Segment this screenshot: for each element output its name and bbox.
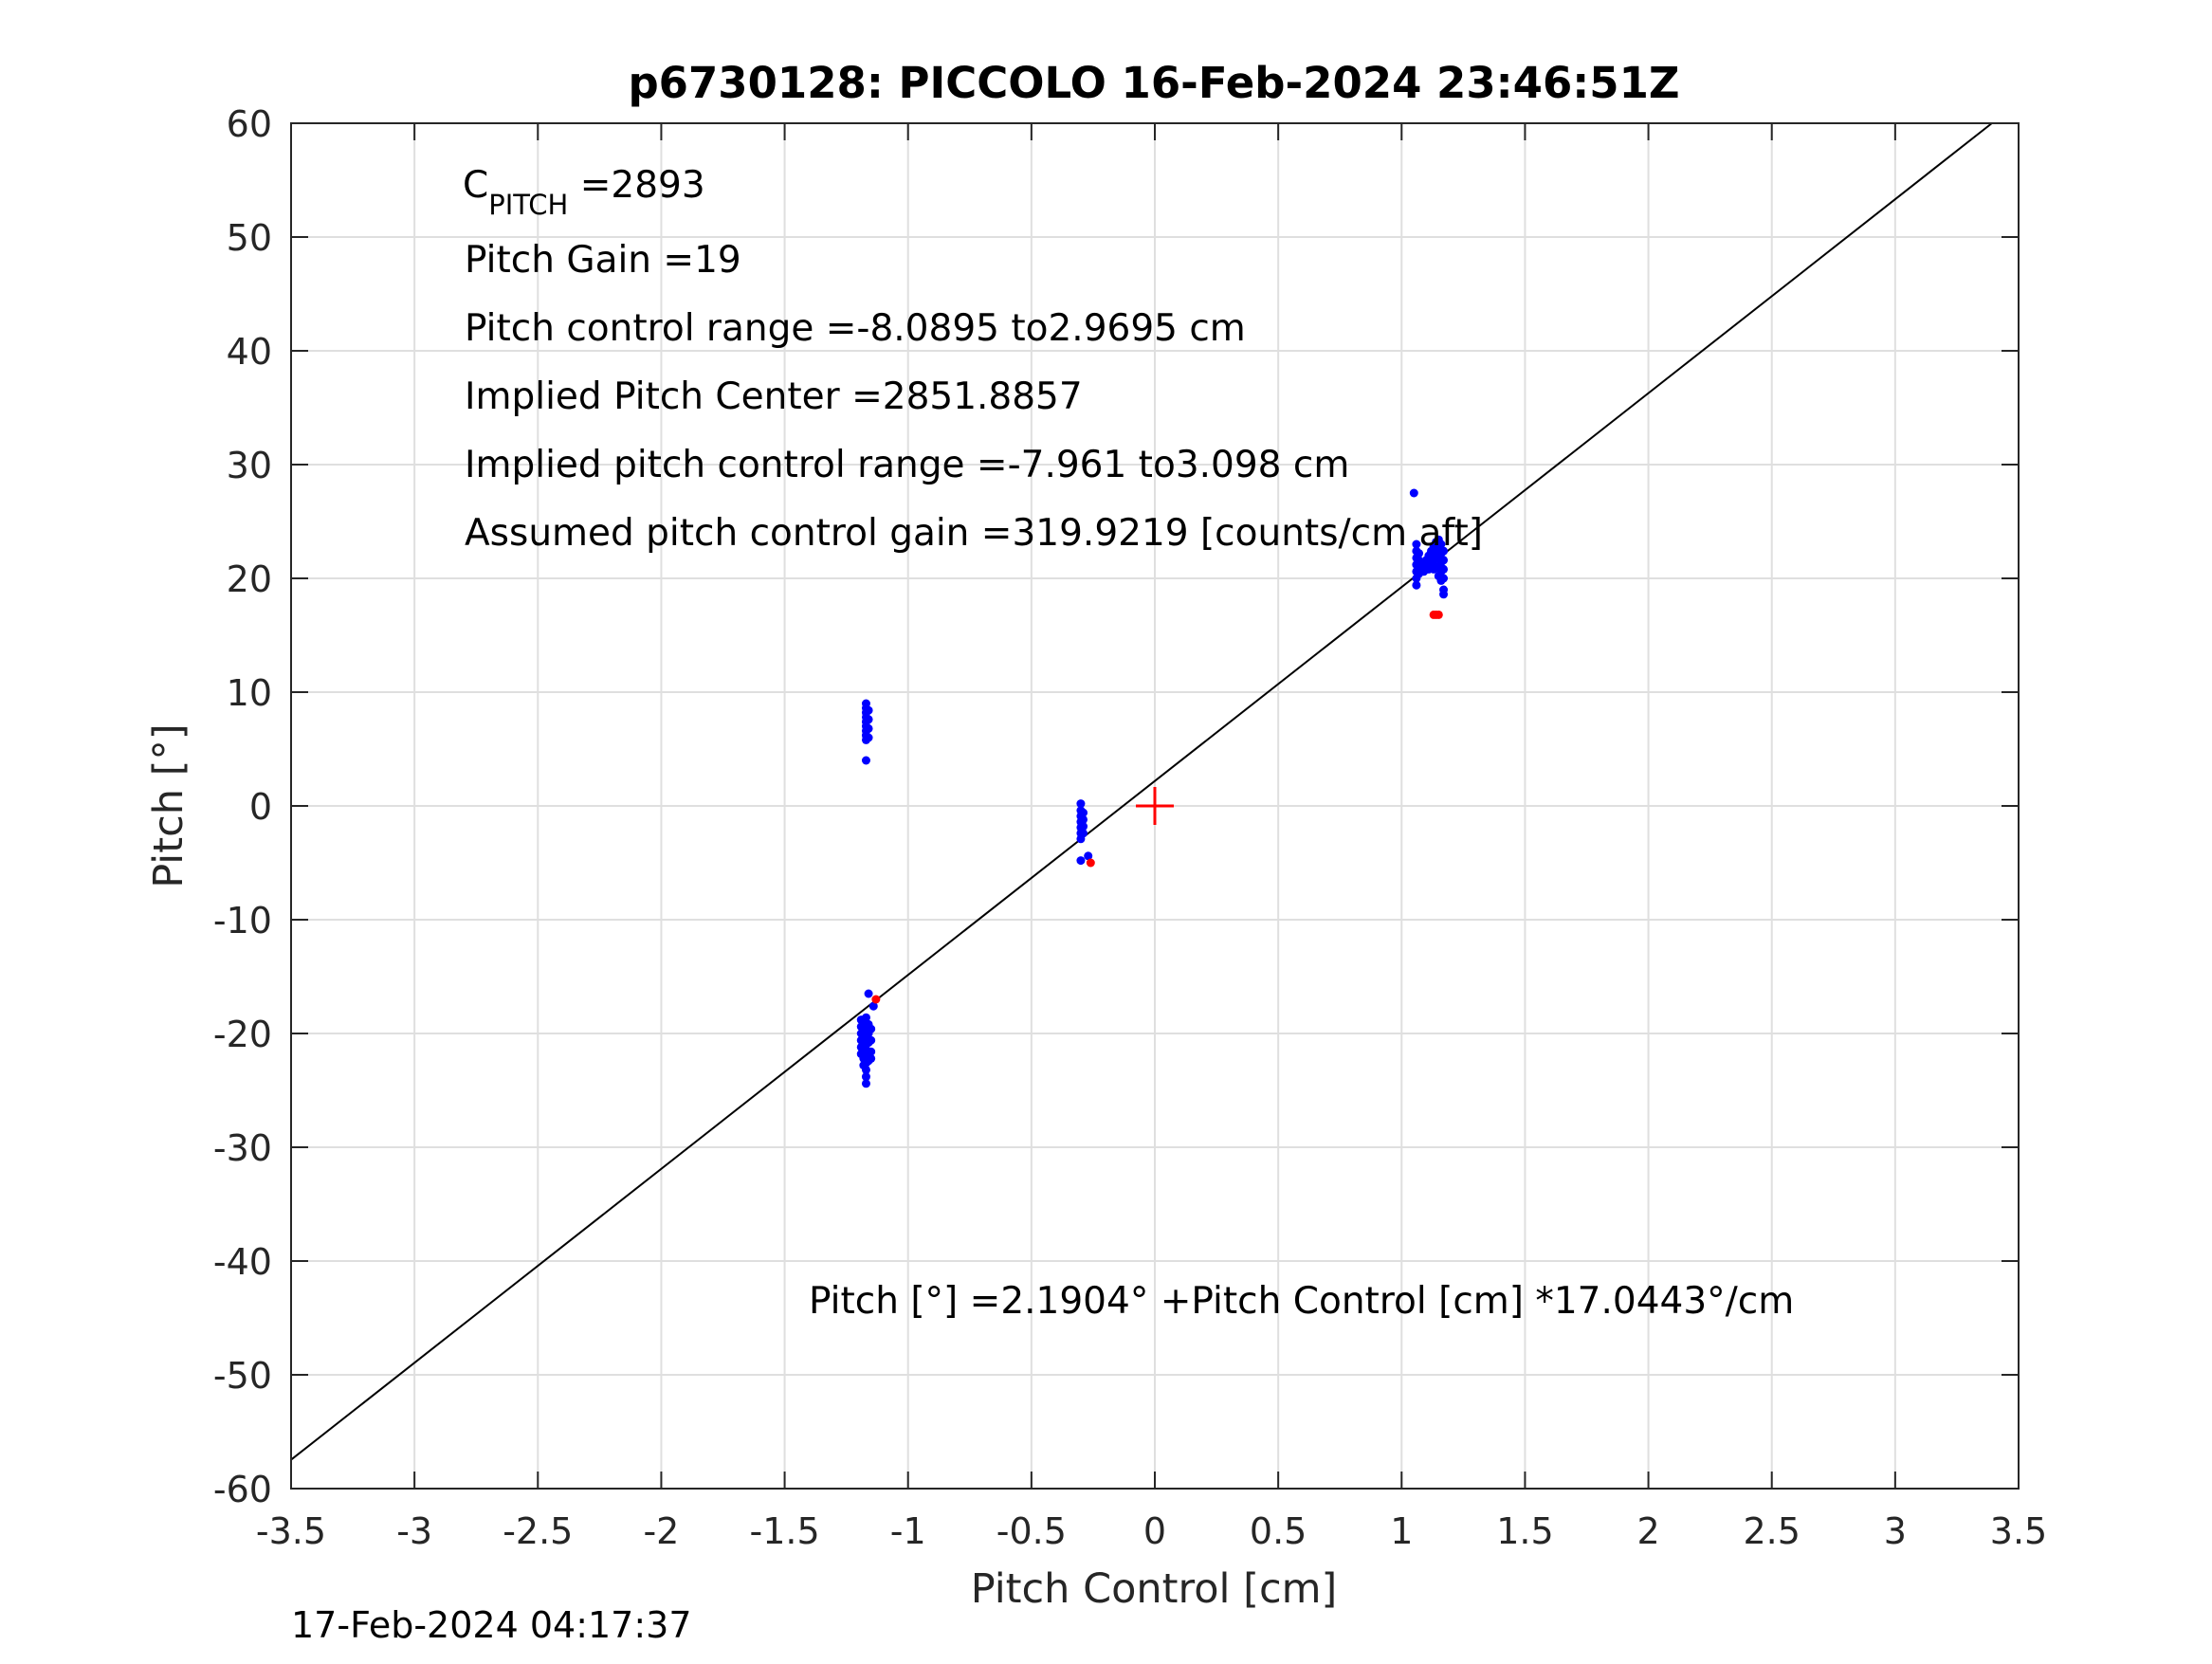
- blue-data-point: [1415, 549, 1424, 558]
- blue-data-point: [867, 1035, 876, 1045]
- chart-title: p6730128: PICCOLO 16-Feb-2024 23:46:51Z: [628, 58, 1679, 108]
- x-tick-label: 1.5: [1496, 1510, 1553, 1552]
- blue-data-point: [867, 1053, 876, 1063]
- blue-data-point: [864, 733, 873, 742]
- y-tick-label: -40: [213, 1241, 272, 1283]
- blue-data-point: [861, 1079, 870, 1088]
- blue-data-point: [1076, 856, 1086, 866]
- blue-data-point: [864, 989, 873, 998]
- x-tick-label: 0: [1143, 1510, 1166, 1552]
- blue-data-point: [861, 1065, 870, 1074]
- y-tick-label: 60: [227, 103, 272, 145]
- blue-data-point: [1079, 814, 1088, 824]
- implied-pitch-control-range-annotation: Implied pitch control range =-7.961 to3.…: [465, 444, 1349, 486]
- y-tick-label: 0: [249, 786, 272, 828]
- x-tick-label: -0.5: [996, 1510, 1067, 1552]
- blue-data-point: [864, 715, 873, 724]
- fit-equation-annotation: Pitch [°] =2.1904° +Pitch Control [cm] *…: [809, 1280, 1794, 1323]
- x-tick-label: 3: [1884, 1510, 1907, 1552]
- blue-data-point: [861, 756, 870, 765]
- x-tick-label: -1: [890, 1510, 926, 1552]
- x-axis-label: Pitch Control [cm]: [971, 1565, 1338, 1613]
- blue-data-point: [1439, 585, 1449, 594]
- blue-data-point: [861, 1013, 870, 1022]
- blue-data-point: [1084, 851, 1093, 861]
- x-tick-label: -2: [643, 1510, 679, 1552]
- x-tick-label: 2.5: [1743, 1510, 1800, 1552]
- blue-data-point: [1079, 822, 1088, 832]
- y-tick-labels: 60 50 40 30 20 10 0 -10 -20 -30 -40 -50 -60: [213, 103, 272, 1510]
- footer-timestamp: 17-Feb-2024 04:17:37: [291, 1604, 692, 1646]
- x-tick-label: -2.5: [503, 1510, 573, 1552]
- x-tick-label: -3: [396, 1510, 432, 1552]
- red-data-point: [1434, 610, 1443, 619]
- blue-data-point: [1439, 546, 1449, 556]
- blue-data-point: [868, 1001, 878, 1011]
- blue-data-point: [1076, 799, 1086, 809]
- blue-data-point: [1412, 539, 1421, 549]
- x-tick-labels: -3.5 -3 -2.5 -2 -1.5 -1 -0.5 0 0.5 1 1.5 2 2.5 3 3.5: [256, 1510, 2047, 1552]
- y-tick-label: -30: [213, 1127, 272, 1169]
- y-tick-label: 10: [227, 672, 272, 714]
- center-marker-layer: [1136, 787, 1174, 825]
- blue-data-point: [864, 723, 873, 733]
- y-tick-label: 40: [227, 331, 272, 373]
- y-tick-label: 50: [227, 217, 272, 259]
- pitch-control-range-annotation: Pitch control range =-8.0895 to2.9695 cm: [465, 307, 1246, 350]
- fit-line: [290, 122, 1993, 1461]
- red-data-point: [871, 995, 881, 1004]
- y-tick-label: -50: [213, 1355, 272, 1397]
- y-tick-label: 30: [227, 445, 272, 486]
- c-pitch-subscript: PITCH: [488, 189, 568, 221]
- fit-line-layer: [290, 122, 1993, 1461]
- blue-data-point: [867, 1047, 876, 1056]
- x-tick-label: -1.5: [749, 1510, 819, 1552]
- y-tick-label: 20: [227, 558, 272, 600]
- x-tick-label: 1: [1390, 1510, 1413, 1552]
- blue-data-point: [1409, 488, 1418, 498]
- blue-data-point: [867, 1024, 876, 1033]
- x-tick-label: -3.5: [256, 1510, 326, 1552]
- blue-data-point: [1412, 580, 1421, 590]
- blue-data-point: [1436, 539, 1446, 549]
- pitch-gain-annotation: Pitch Gain =19: [465, 239, 741, 282]
- y-tick-label: -60: [213, 1469, 272, 1510]
- blue-data-point: [1079, 829, 1088, 838]
- blue-data-point: [861, 699, 870, 708]
- red-data-point: [1086, 858, 1095, 868]
- blue-data-point: [1079, 808, 1088, 817]
- blue-data-point: [864, 705, 873, 715]
- x-tick-label: 3.5: [1990, 1510, 2047, 1552]
- implied-pitch-center-annotation: Implied Pitch Center =2851.8857: [465, 375, 1083, 418]
- tick-marks: [290, 122, 2020, 1490]
- assumed-pitch-control-gain-annotation: Assumed pitch control gain =319.9219 [co…: [465, 512, 1483, 555]
- c-pitch-annotation: CPITCH =2893: [463, 164, 705, 221]
- blue-data-point: [1439, 574, 1449, 583]
- y-tick-label: -10: [213, 900, 272, 942]
- x-tick-label: 0.5: [1250, 1510, 1307, 1552]
- y-axis-label: Pitch [°]: [145, 723, 192, 887]
- blue-data-point: [1439, 556, 1449, 565]
- scatter-points: [856, 488, 1449, 1088]
- c-pitch-value: =2893: [568, 164, 704, 207]
- blue-data-point: [1439, 564, 1449, 574]
- c-pitch-main: C: [463, 164, 488, 207]
- x-tick-label: 2: [1636, 1510, 1659, 1552]
- y-tick-label: -20: [213, 1014, 272, 1055]
- blue-data-point: [861, 1072, 870, 1082]
